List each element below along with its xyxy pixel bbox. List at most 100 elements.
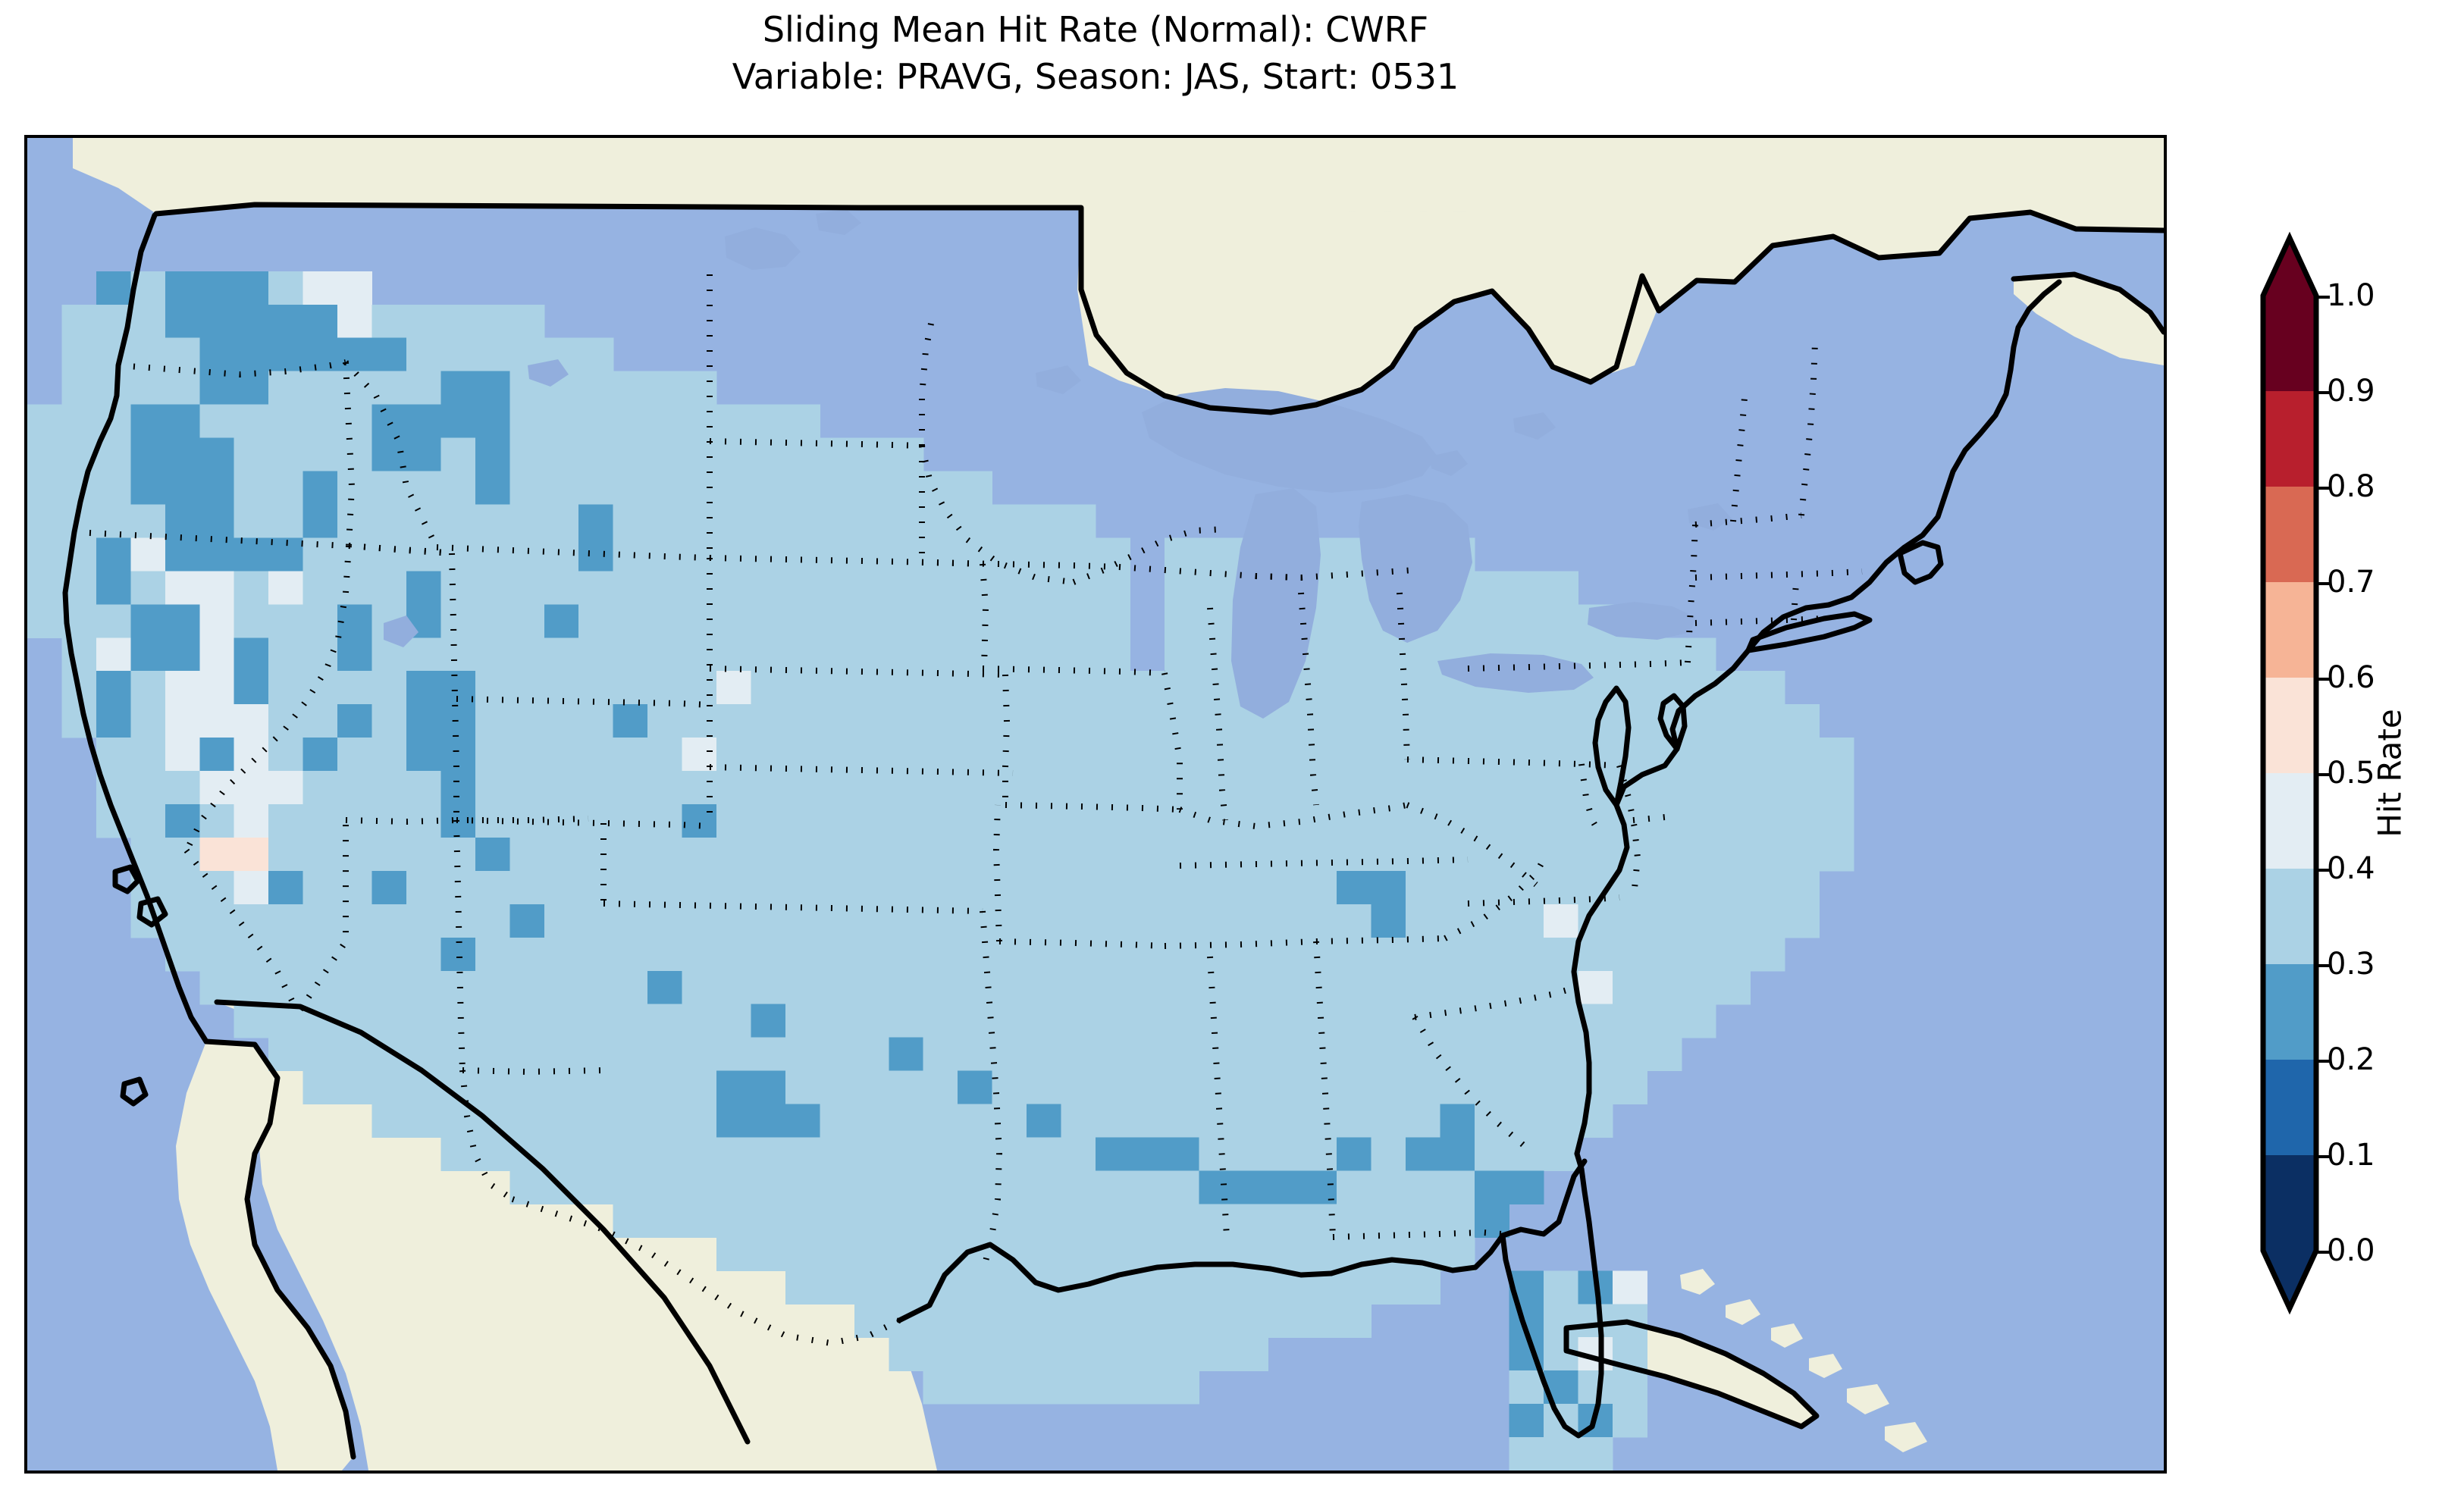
data-cell	[958, 1204, 993, 1238]
data-cell	[1164, 1170, 1199, 1204]
data-cell	[1233, 1004, 1268, 1038]
data-cell	[199, 471, 235, 506]
data-cell	[1406, 1204, 1441, 1238]
data-cell	[1406, 870, 1441, 905]
data-cell	[647, 904, 683, 938]
data-cell	[337, 738, 373, 772]
data-cell	[958, 1304, 993, 1338]
data-cell	[509, 771, 545, 805]
data-cell	[234, 604, 269, 638]
data-cell	[785, 471, 820, 506]
data-cell	[1233, 1070, 1268, 1105]
data-cell	[820, 738, 855, 772]
colorbar-tick-label: 0.3	[2327, 947, 2375, 982]
data-cell	[854, 738, 889, 772]
data-cell	[1578, 1070, 1613, 1105]
data-cell	[337, 704, 373, 738]
data-cell	[509, 604, 545, 638]
data-cell	[1337, 1004, 1372, 1038]
data-cell	[509, 304, 545, 339]
data-cell	[1233, 1270, 1268, 1305]
data-cell	[475, 304, 510, 339]
data-cell	[785, 537, 820, 572]
data-cell	[854, 1304, 889, 1338]
data-cell	[199, 271, 235, 305]
data-cell	[1578, 1370, 1613, 1405]
data-cell	[544, 471, 579, 506]
data-cell	[785, 1004, 820, 1038]
data-cell	[1440, 771, 1475, 805]
data-cell	[544, 637, 579, 672]
data-cell	[406, 837, 442, 872]
data-cell	[1371, 1104, 1406, 1139]
colorbar-tick-mark	[2316, 391, 2330, 394]
data-cell	[647, 804, 683, 838]
data-cell	[1716, 904, 1751, 938]
data-cell	[785, 571, 820, 605]
data-cell	[1612, 1404, 1647, 1438]
data-cell	[199, 504, 235, 538]
data-cell	[406, 970, 442, 1005]
data-cell	[647, 837, 683, 872]
data-cell	[889, 904, 924, 938]
data-cell	[716, 504, 752, 538]
data-cell	[199, 437, 235, 472]
data-cell	[1164, 937, 1199, 972]
data-cell	[889, 1170, 924, 1204]
data-cell	[1681, 771, 1716, 805]
colorbar-canvas	[2260, 231, 2319, 1315]
data-cell	[1337, 1070, 1372, 1105]
data-cell	[1096, 1204, 1131, 1238]
data-cell	[440, 437, 476, 472]
data-cell	[1543, 870, 1578, 905]
data-cell	[337, 804, 373, 838]
data-cell	[1233, 970, 1268, 1005]
data-cell	[440, 471, 476, 506]
data-cell	[751, 504, 786, 538]
data-cell	[647, 1170, 683, 1204]
data-cell	[958, 738, 993, 772]
data-cell	[475, 1037, 510, 1072]
data-cell	[923, 1070, 958, 1105]
data-cell	[1233, 1104, 1268, 1139]
data-cell	[578, 671, 614, 705]
data-cell	[820, 1237, 855, 1271]
data-cell	[889, 1204, 924, 1238]
data-cell	[889, 1104, 924, 1139]
data-cell	[1509, 1104, 1544, 1139]
data-cell	[682, 537, 717, 572]
data-cell	[647, 1004, 683, 1038]
data-cell	[889, 870, 924, 905]
data-cell	[682, 1204, 717, 1238]
colorbar[interactable]: 1.0 0.9 0.8 0.7 0.6 0.5 0.4 0.3 0.2 0.1 0.0	[2260, 231, 2375, 1315]
colorbar-band	[2263, 296, 2316, 392]
data-cell	[958, 671, 993, 705]
data-cell	[303, 804, 338, 838]
data-cell	[440, 637, 476, 672]
data-cell	[303, 571, 338, 605]
data-cell	[992, 604, 1027, 638]
data-cell	[303, 937, 338, 972]
data-cell	[923, 1304, 958, 1338]
data-cell	[578, 904, 614, 938]
data-cell	[613, 937, 648, 972]
data-cell	[61, 404, 97, 439]
data-cell	[1647, 837, 1682, 872]
data-cell	[820, 1170, 855, 1204]
data-cell	[1337, 771, 1372, 805]
data-cell	[1612, 738, 1647, 772]
data-cell	[406, 537, 442, 572]
data-cell	[1096, 704, 1131, 738]
data-cell	[1302, 804, 1337, 838]
data-cell	[1302, 1104, 1337, 1139]
data-cell	[1096, 671, 1131, 705]
data-cell	[371, 404, 407, 439]
data-cell	[1233, 904, 1268, 938]
data-cell	[613, 1070, 648, 1105]
data-cell	[647, 738, 683, 772]
data-cell	[820, 804, 855, 838]
data-cell	[1233, 1137, 1268, 1172]
data-cell	[958, 504, 993, 538]
data-cell	[613, 1170, 648, 1204]
data-cell	[1474, 738, 1510, 772]
